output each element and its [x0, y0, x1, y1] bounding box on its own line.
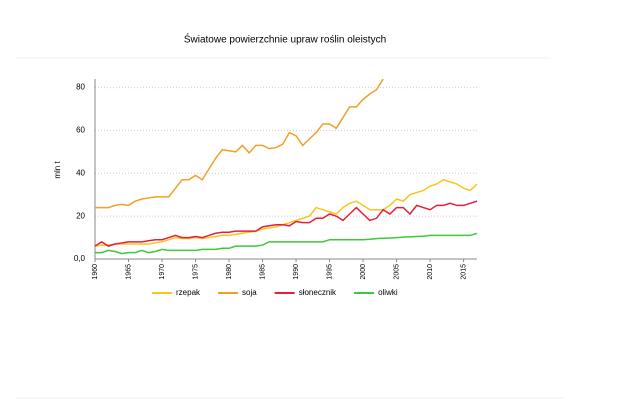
y-tick-label: 40	[76, 168, 85, 177]
series-line	[94, 200, 478, 247]
legend-label: soja	[242, 288, 257, 297]
legend-label: rzepak	[176, 288, 201, 297]
x-tick-label: 1985	[259, 264, 266, 280]
x-tick-label: 1970	[159, 264, 166, 280]
y-axis-label: mln t	[53, 161, 62, 179]
series-line	[94, 178, 478, 247]
legend-label: słonecznik	[299, 288, 337, 297]
x-tick-label: 1980	[226, 264, 233, 280]
x-tick-label: 1975	[192, 264, 199, 280]
y-tick-label: 0,0	[74, 254, 86, 263]
x-tick-label: 1960	[92, 264, 99, 280]
x-tick-label: 2015	[460, 264, 467, 280]
y-tick-label: 20	[76, 211, 85, 220]
chart-title: Światowe powierzchnie upraw roślin oleis…	[184, 33, 386, 46]
x-tick-label: 2005	[393, 264, 400, 280]
x-tick-label: 2010	[427, 264, 434, 280]
series-line	[95, 78, 384, 209]
x-tick-label: 2000	[360, 264, 367, 280]
y-tick-label: 80	[76, 83, 85, 92]
x-tick-label: 1965	[125, 264, 132, 280]
y-tick-label: 60	[76, 126, 85, 135]
legend-label: oliwki	[378, 288, 398, 297]
x-tick-label: 1990	[293, 264, 300, 280]
series-line	[95, 232, 478, 255]
x-tick-label: 1995	[326, 264, 333, 280]
